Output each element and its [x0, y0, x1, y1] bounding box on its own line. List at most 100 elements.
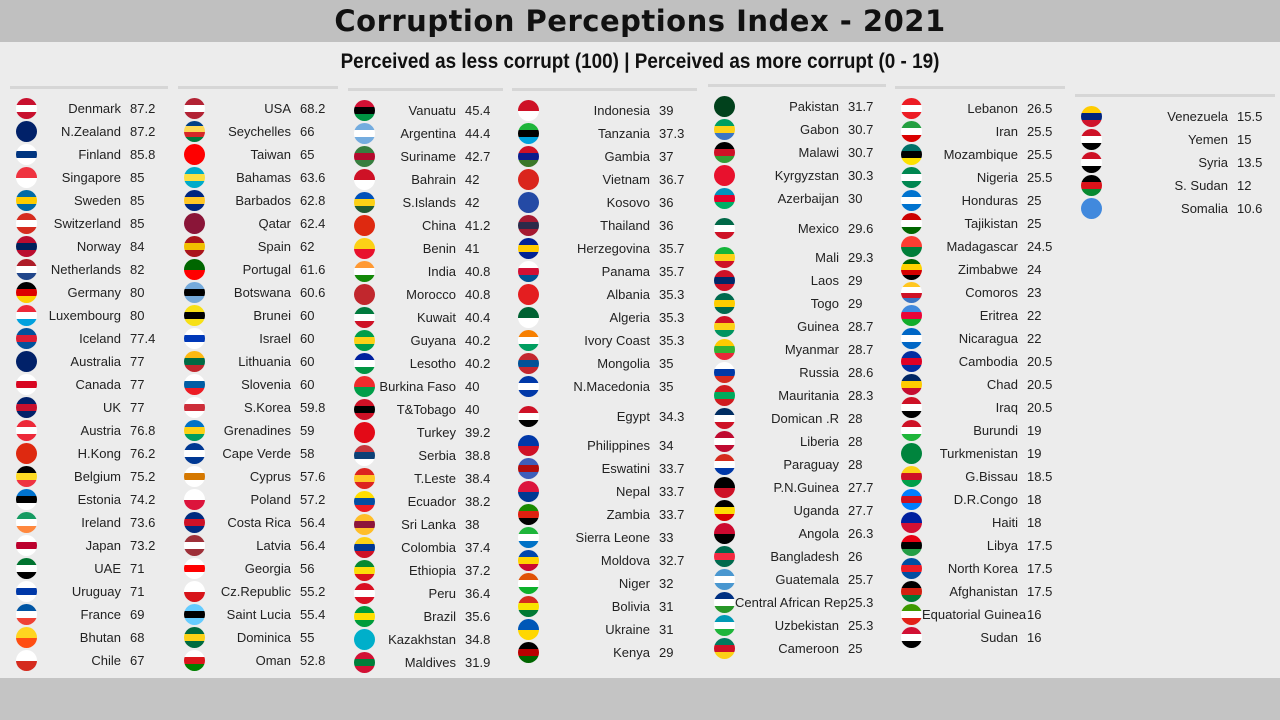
country-row: Nepal 33.7 — [512, 480, 697, 503]
score: 36 — [659, 195, 674, 210]
country-name: Brunei — [253, 308, 291, 323]
country-row: Qatar 62.4 — [178, 212, 338, 235]
score: 24 — [1027, 262, 1042, 277]
flag-icon — [184, 144, 205, 165]
flag-icon — [901, 98, 922, 119]
score: 17.5 — [1027, 538, 1053, 553]
country-row: Iraq 20.5 — [895, 396, 1065, 419]
country-name: Turkmenistan — [939, 446, 1018, 461]
flag-icon — [901, 236, 922, 257]
country-row: Burkina Faso 40 — [348, 375, 503, 398]
score: 69 — [130, 607, 145, 622]
flag-icon — [16, 489, 37, 510]
flag-icon — [16, 581, 37, 602]
score: 35.6 — [465, 609, 491, 624]
country-row: Slovenia 60 — [178, 373, 338, 396]
column-4: Indonesia 39 Tanzania 37.3 Gambia 37 Vietnam 36… — [512, 88, 697, 664]
country-name: Belgium — [74, 469, 121, 484]
country-row: Paraguay 28 — [708, 453, 886, 476]
country-row: Singapore 85 — [10, 166, 168, 189]
flag-icon — [901, 328, 922, 349]
country-row: Mongolia 35 — [512, 352, 697, 375]
score: 25 — [1027, 193, 1042, 208]
score: 38.8 — [465, 448, 491, 463]
score: 40.2 — [465, 356, 491, 371]
country-row: Benin 41 — [348, 237, 503, 260]
country-row: Honduras 25 — [895, 189, 1065, 212]
country-name: Sri Lanka — [401, 517, 456, 532]
flag-icon — [518, 527, 539, 548]
flag-icon — [901, 535, 922, 556]
country-row: Guyana 40.2 — [348, 329, 503, 352]
country-name: Kuwait — [416, 310, 456, 325]
country-name: Barbados — [235, 193, 291, 208]
country-name: Dominica — [236, 630, 291, 645]
score: 39 — [659, 103, 674, 118]
country-name: G.Bissau — [965, 469, 1018, 484]
flag-icon — [16, 351, 37, 372]
country-row: Norway 84 — [10, 235, 168, 258]
country-name: Cape Verde — [222, 446, 291, 461]
country-row: Bangladesh 26 — [708, 545, 886, 568]
country-name: Netherlands — [50, 262, 121, 277]
flag-icon — [901, 397, 922, 418]
country-name: Chad — [986, 377, 1018, 392]
score: 60 — [300, 331, 315, 346]
flag-icon — [16, 121, 37, 142]
country-name: Burundi — [973, 423, 1018, 438]
flag-icon — [714, 316, 735, 337]
flag-icon — [184, 213, 205, 234]
flag-icon — [16, 144, 37, 165]
country-name: Uruguay — [71, 584, 121, 599]
flag-icon — [354, 629, 375, 650]
country-row: Spain 62 — [178, 235, 338, 258]
country-name: Panama — [601, 264, 650, 279]
country-name: T&Tobago — [396, 402, 456, 417]
country-row: G.Bissau 18.5 — [895, 465, 1065, 488]
country-name: N.Zealand — [61, 124, 121, 139]
country-name: UK — [102, 400, 121, 415]
country-name: Qatar — [258, 216, 291, 231]
country-name: India — [427, 264, 456, 279]
score: 73.6 — [130, 515, 156, 530]
score: 22 — [1027, 308, 1042, 323]
score: 59 — [300, 423, 315, 438]
country-name: Denmark — [68, 101, 121, 116]
country-name: Philippines — [587, 438, 650, 453]
country-row: Sierra Leone 33 — [512, 526, 697, 549]
country-row: Cameroon 25 — [708, 637, 886, 660]
flag-icon — [16, 535, 37, 556]
flag-icon — [901, 512, 922, 533]
flag-icon — [901, 190, 922, 211]
score: 23 — [1027, 285, 1042, 300]
score: 33.7 — [659, 507, 685, 522]
score: 15 — [1237, 132, 1252, 147]
score: 80 — [130, 285, 145, 300]
score: 20.5 — [1027, 400, 1053, 415]
score: 37.4 — [465, 540, 491, 555]
country-row: France 69 — [10, 603, 168, 626]
country-name: Lebanon — [967, 101, 1018, 116]
country-name: Ethiopia — [409, 563, 456, 578]
flag-icon — [354, 353, 375, 374]
flag-icon — [714, 546, 735, 567]
score: 35.7 — [659, 264, 685, 279]
score: 41 — [465, 241, 480, 256]
flag-icon — [16, 627, 37, 648]
flag-icon — [354, 514, 375, 535]
country-row: Costa Rica 56.4 — [178, 511, 338, 534]
score: 30 — [848, 191, 863, 206]
country-name: Madagascar — [946, 239, 1018, 254]
country-row: Venezuela 15.5 — [1075, 105, 1275, 128]
country-name: Switzerland — [53, 216, 121, 231]
country-name: Mauritania — [778, 388, 839, 403]
flag-icon — [354, 330, 375, 351]
score: 57.2 — [300, 492, 326, 507]
country-name: Serbia — [418, 448, 456, 463]
flag-icon — [16, 236, 37, 257]
country-row: Belgium 75.2 — [10, 465, 168, 488]
country-row: S. Sudan 12 — [1075, 174, 1275, 197]
country-row: UK 77 — [10, 396, 168, 419]
country-name: Iraq — [995, 400, 1018, 415]
flag-icon — [518, 596, 539, 617]
